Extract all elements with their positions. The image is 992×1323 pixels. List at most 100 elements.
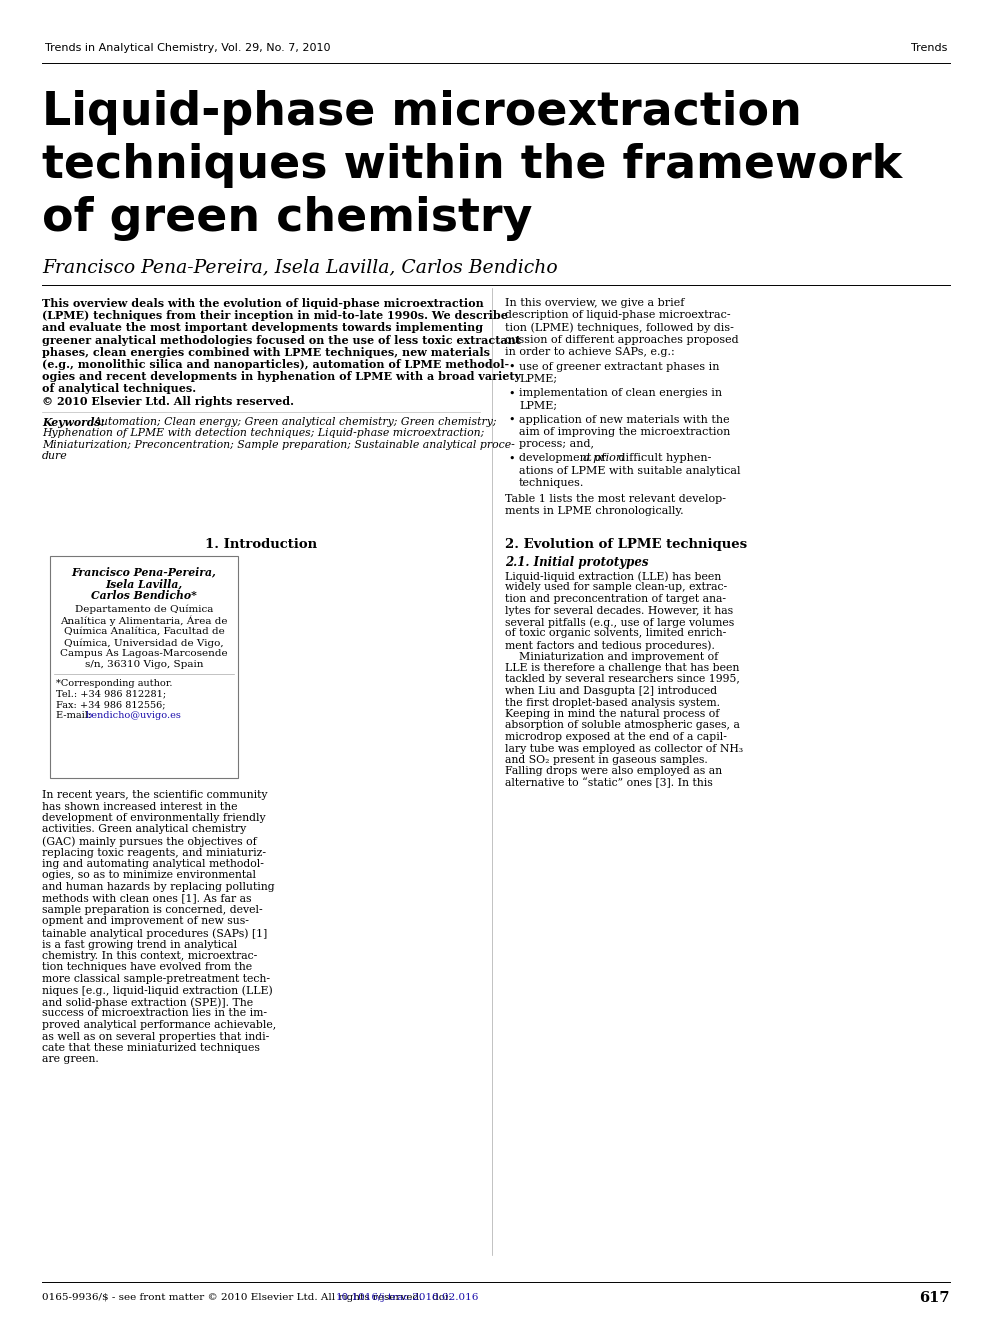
Text: success of microextraction lies in the im-: success of microextraction lies in the i… [42, 1008, 267, 1019]
Text: ment factors and tedious procedures).: ment factors and tedious procedures). [505, 640, 715, 651]
Text: of green chemistry: of green chemistry [42, 196, 533, 241]
Text: use of greener extractant phases in: use of greener extractant phases in [519, 363, 719, 372]
Text: niques [e.g., liquid-liquid extraction (LLE): niques [e.g., liquid-liquid extraction (… [42, 986, 273, 996]
Text: Fax: +34 986 812556;: Fax: +34 986 812556; [56, 700, 166, 709]
Text: (e.g., monolithic silica and nanoparticles), automation of LPME methodol-: (e.g., monolithic silica and nanoparticl… [42, 359, 509, 370]
Text: a priori: a priori [582, 454, 625, 463]
Text: •: • [508, 389, 515, 398]
Text: description of liquid-phase microextrac-: description of liquid-phase microextrac- [505, 310, 731, 320]
Text: is a fast growing trend in analytical: is a fast growing trend in analytical [42, 939, 237, 950]
Text: ogies and recent developments in hyphenation of LPME with a broad variety: ogies and recent developments in hyphena… [42, 372, 521, 382]
Text: Campus As Lagoas-Marcosende: Campus As Lagoas-Marcosende [61, 650, 228, 658]
Text: Miniaturization; Preconcentration; Sample preparation; Sustainable analytical pr: Miniaturization; Preconcentration; Sampl… [42, 439, 515, 450]
Text: more classical sample-pretreatment tech-: more classical sample-pretreatment tech- [42, 974, 270, 984]
Text: alternative to “static” ones [3]. In this: alternative to “static” ones [3]. In thi… [505, 778, 712, 789]
Text: widely used for sample clean-up, extrac-: widely used for sample clean-up, extrac- [505, 582, 727, 593]
Text: lary tube was employed as collector of NH₃: lary tube was employed as collector of N… [505, 744, 743, 754]
Text: Tel.: +34 986 812281;: Tel.: +34 986 812281; [56, 689, 166, 699]
Text: tion (LPME) techniques, followed by dis-: tion (LPME) techniques, followed by dis- [505, 323, 734, 333]
Text: and human hazards by replacing polluting: and human hazards by replacing polluting [42, 882, 275, 892]
Text: Departamento de Química: Departamento de Química [74, 605, 213, 614]
Text: dure: dure [42, 451, 67, 462]
Text: Carlos Bendicho*: Carlos Bendicho* [91, 590, 197, 601]
Text: LLE is therefore a challenge that has been: LLE is therefore a challenge that has be… [505, 663, 739, 673]
Text: Liquid-phase microextraction: Liquid-phase microextraction [42, 90, 802, 135]
Text: tion techniques have evolved from the: tion techniques have evolved from the [42, 963, 252, 972]
Text: Analítica y Alimentaria, Área de: Analítica y Alimentaria, Área de [61, 617, 228, 627]
Text: greener analytical methodologies focused on the use of less toxic extractant: greener analytical methodologies focused… [42, 335, 521, 345]
Text: ations of LPME with suitable analytical: ations of LPME with suitable analytical [519, 466, 740, 475]
Text: Isela Lavilla,: Isela Lavilla, [105, 578, 183, 589]
Text: LPME;: LPME; [519, 401, 558, 410]
Text: Falling drops were also employed as an: Falling drops were also employed as an [505, 766, 722, 777]
Text: •: • [508, 415, 515, 425]
Text: when Liu and Dasgupta [2] introduced: when Liu and Dasgupta [2] introduced [505, 687, 717, 696]
Text: © 2010 Elsevier Ltd. All rights reserved.: © 2010 Elsevier Ltd. All rights reserved… [42, 396, 294, 406]
Text: of toxic organic solvents, limited enrich-: of toxic organic solvents, limited enric… [505, 628, 726, 639]
Text: •: • [508, 454, 515, 463]
Text: as well as on several properties that indi-: as well as on several properties that in… [42, 1032, 269, 1041]
Text: In recent years, the scientific community: In recent years, the scientific communit… [42, 790, 268, 800]
Text: cate that these miniaturized techniques: cate that these miniaturized techniques [42, 1043, 260, 1053]
Text: Keeping in mind the natural process of: Keeping in mind the natural process of [505, 709, 719, 718]
Text: LPME;: LPME; [519, 374, 558, 384]
Text: Francisco Pena-Pereira,: Francisco Pena-Pereira, [71, 566, 216, 577]
Text: Liquid-liquid extraction (LLE) has been: Liquid-liquid extraction (LLE) has been [505, 572, 721, 582]
Text: activities. Green analytical chemistry: activities. Green analytical chemistry [42, 824, 246, 835]
Text: and evaluate the most important developments towards implementing: and evaluate the most important developm… [42, 323, 483, 333]
Text: Keywords:: Keywords: [42, 417, 108, 427]
Text: 2.1. Initial prototypes: 2.1. Initial prototypes [505, 556, 649, 569]
Text: 1. Introduction: 1. Introduction [205, 538, 317, 550]
Text: and SO₂ present in gaseous samples.: and SO₂ present in gaseous samples. [505, 755, 707, 765]
Text: the first droplet-based analysis system.: the first droplet-based analysis system. [505, 697, 720, 708]
Text: techniques within the framework: techniques within the framework [42, 143, 902, 188]
Text: 2. Evolution of LPME techniques: 2. Evolution of LPME techniques [505, 538, 747, 550]
Text: methods with clean ones [1]. As far as: methods with clean ones [1]. As far as [42, 893, 252, 904]
Text: tainable analytical procedures (SAPs) [1]: tainable analytical procedures (SAPs) [1… [42, 927, 267, 938]
Text: 617: 617 [920, 1291, 950, 1304]
Text: (GAC) mainly pursues the objectives of: (GAC) mainly pursues the objectives of [42, 836, 257, 847]
Text: Francisco Pena-Pereira, Isela Lavilla, Carlos Bendicho: Francisco Pena-Pereira, Isela Lavilla, C… [42, 258, 558, 277]
Text: proved analytical performance achievable,: proved analytical performance achievable… [42, 1020, 276, 1031]
Text: Table 1 lists the most relevant develop-: Table 1 lists the most relevant develop- [505, 493, 726, 504]
Text: Miniaturization and improvement of: Miniaturization and improvement of [505, 651, 718, 662]
Text: Química, Universidad de Vigo,: Química, Universidad de Vigo, [64, 638, 224, 647]
Text: in order to achieve SAPs, e.g.:: in order to achieve SAPs, e.g.: [505, 347, 675, 357]
Text: *Corresponding author.: *Corresponding author. [56, 679, 173, 688]
Text: Trends in Analytical Chemistry, Vol. 29, No. 7, 2010: Trends in Analytical Chemistry, Vol. 29,… [45, 44, 330, 53]
Text: Hyphenation of LPME with detection techniques; Liquid-phase microextraction;: Hyphenation of LPME with detection techn… [42, 429, 484, 438]
Text: Trends: Trends [911, 44, 947, 53]
Text: Automation; Clean energy; Green analytical chemistry; Green chemistry;: Automation; Clean energy; Green analytic… [94, 417, 498, 427]
Text: ogies, so as to minimize environmental: ogies, so as to minimize environmental [42, 871, 256, 881]
Text: replacing toxic reagents, and miniaturiz-: replacing toxic reagents, and miniaturiz… [42, 848, 266, 857]
Text: Química Analítica, Facultad de: Química Analítica, Facultad de [63, 627, 224, 636]
Text: ing and automating analytical methodol-: ing and automating analytical methodol- [42, 859, 264, 869]
Text: cussion of different approaches proposed: cussion of different approaches proposed [505, 335, 739, 344]
Text: application of new materials with the: application of new materials with the [519, 415, 730, 425]
Text: opment and improvement of new sus-: opment and improvement of new sus- [42, 917, 249, 926]
Text: lytes for several decades. However, it has: lytes for several decades. However, it h… [505, 606, 733, 615]
Text: difficult hyphen-: difficult hyphen- [615, 454, 711, 463]
Text: •: • [508, 363, 515, 372]
Text: microdrop exposed at the end of a capil-: microdrop exposed at the end of a capil- [505, 732, 727, 742]
Text: are green.: are green. [42, 1054, 99, 1065]
Text: (LPME) techniques from their inception in mid-to-late 1990s. We describe: (LPME) techniques from their inception i… [42, 310, 508, 321]
Text: E-mail:: E-mail: [56, 710, 94, 720]
Text: tion and preconcentration of target ana-: tion and preconcentration of target ana- [505, 594, 726, 605]
Text: techniques.: techniques. [519, 478, 584, 488]
Text: bendicho@uvigo.es: bendicho@uvigo.es [85, 710, 182, 720]
Text: of analytical techniques.: of analytical techniques. [42, 384, 196, 394]
Text: several pitfalls (e.g., use of large volumes: several pitfalls (e.g., use of large vol… [505, 617, 734, 627]
Text: chemistry. In this context, microextrac-: chemistry. In this context, microextrac- [42, 951, 257, 960]
Text: has shown increased interest in the: has shown increased interest in the [42, 802, 237, 811]
Text: implementation of clean energies in: implementation of clean energies in [519, 389, 722, 398]
Text: aim of improving the microextraction: aim of improving the microextraction [519, 427, 730, 437]
Text: sample preparation is concerned, devel-: sample preparation is concerned, devel- [42, 905, 263, 916]
Text: development of environmentally friendly: development of environmentally friendly [42, 814, 266, 823]
Text: In this overview, we give a brief: In this overview, we give a brief [505, 298, 684, 308]
Text: ments in LPME chronologically.: ments in LPME chronologically. [505, 507, 683, 516]
Text: 0165-9936/$ - see front matter © 2010 Elsevier Ltd. All rights reserved.   doi:: 0165-9936/$ - see front matter © 2010 El… [42, 1294, 451, 1303]
Text: tackled by several researchers since 1995,: tackled by several researchers since 199… [505, 675, 740, 684]
Text: This overview deals with the evolution of liquid-phase microextraction: This overview deals with the evolution o… [42, 298, 484, 310]
Text: absorption of soluble atmospheric gases, a: absorption of soluble atmospheric gases,… [505, 721, 740, 730]
